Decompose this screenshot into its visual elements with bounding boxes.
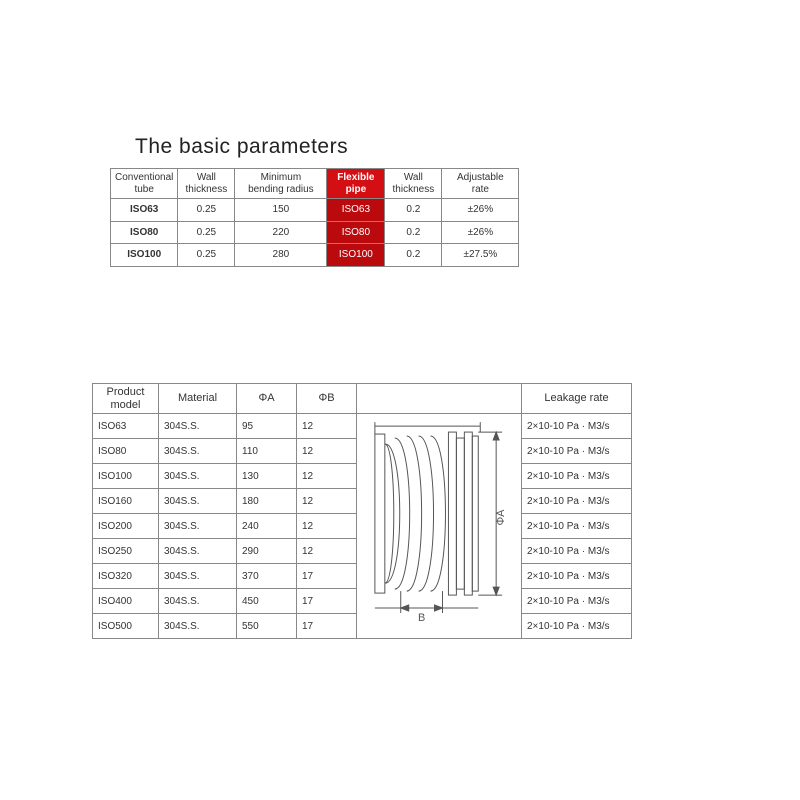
table1-cell: ±26% (442, 221, 519, 244)
table2-header-cell: ΦA (237, 384, 297, 414)
diagram-label-a: ΦA (495, 509, 507, 526)
parameters-table: ConventionaltubeWallthicknessMinimumbend… (110, 168, 519, 267)
table2-cell: 180 (237, 489, 297, 514)
bellows-diagram: ΦA B (357, 414, 521, 638)
table1-cell: 0.25 (178, 199, 235, 222)
table2-cell: ISO500 (93, 614, 159, 639)
table1-cell: ISO100 (327, 244, 385, 267)
table1-header-cell: Flexiblepipe (327, 169, 385, 199)
table1-cell: 220 (235, 221, 327, 244)
table2-cell: 17 (297, 614, 357, 639)
table2-cell: ISO320 (93, 564, 159, 589)
table2-cell: 2×10-10 Pa · M3/s (522, 489, 632, 514)
table2-header-cell: Leakage rate (522, 384, 632, 414)
table1-cell: 0.25 (178, 244, 235, 267)
table1-cell: ISO63 (327, 199, 385, 222)
table2-header-row: ProductmodelMaterialΦAΦB Leakage rate (93, 384, 632, 414)
table2-cell: 450 (237, 589, 297, 614)
table1-cell: 150 (235, 199, 327, 222)
table2-cell: 12 (297, 464, 357, 489)
table2-cell: 130 (237, 464, 297, 489)
table2-cell: 2×10-10 Pa · M3/s (522, 539, 632, 564)
table2-cell: 17 (297, 564, 357, 589)
table2-cell: 370 (237, 564, 297, 589)
table-row: ISO63304S.S.9512 (93, 414, 632, 439)
table-row: ISO1000.25280ISO1000.2±27.5% (111, 244, 519, 267)
table2-cell: ISO400 (93, 589, 159, 614)
table2-header-cell (357, 384, 522, 414)
table2-cell: ISO100 (93, 464, 159, 489)
table1-header-cell: Adjustablerate (442, 169, 519, 199)
table2-cell: 12 (297, 439, 357, 464)
products-table: ProductmodelMaterialΦAΦBLeakage rate ISO… (92, 383, 632, 639)
table2-cell: 290 (237, 539, 297, 564)
table2-cell: 304S.S. (159, 589, 237, 614)
table2-cell: 17 (297, 589, 357, 614)
table1-cell: ±27.5% (442, 244, 519, 267)
table2-cell: 304S.S. (159, 614, 237, 639)
table1-cell: 0.25 (178, 221, 235, 244)
table2-cell: 304S.S. (159, 439, 237, 464)
table-row: ISO630.25150ISO630.2±26% (111, 199, 519, 222)
table2-cell: ISO200 (93, 514, 159, 539)
table2-cell: 240 (237, 514, 297, 539)
table2-cell: 2×10-10 Pa · M3/s (522, 464, 632, 489)
table2-cell: ISO160 (93, 489, 159, 514)
table1-header-row: ConventionaltubeWallthicknessMinimumbend… (111, 169, 519, 199)
page-title: The basic parameters (135, 135, 348, 159)
table2-cell: 2×10-10 Pa · M3/s (522, 439, 632, 464)
table2-cell: 2×10-10 Pa · M3/s (522, 614, 632, 639)
table2-cell: 304S.S. (159, 464, 237, 489)
table1-header-cell: Conventionaltube (111, 169, 178, 199)
table2-header-cell: Productmodel (93, 384, 159, 414)
table1-cell: 0.2 (385, 244, 442, 267)
table2-cell: 2×10-10 Pa · M3/s (522, 414, 632, 439)
table-row: ISO800.25220ISO800.2±26% (111, 221, 519, 244)
table1-cell: 280 (235, 244, 327, 267)
table2-cell: 2×10-10 Pa · M3/s (522, 589, 632, 614)
diagram-cell: ΦA B (357, 414, 522, 639)
table1-cell: ISO63 (111, 199, 178, 222)
table1-cell: ISO100 (111, 244, 178, 267)
table2-cell: 12 (297, 539, 357, 564)
diagram-label-b: B (418, 612, 425, 624)
table1-header-cell: Minimumbending radius (235, 169, 327, 199)
table2-cell: 304S.S. (159, 489, 237, 514)
table2-cell: 304S.S. (159, 414, 237, 439)
table2-cell: 304S.S. (159, 514, 237, 539)
table2-header-cell: ΦB (297, 384, 357, 414)
table2-cell: 12 (297, 489, 357, 514)
table2-cell: 12 (297, 414, 357, 439)
table2-cell: ISO250 (93, 539, 159, 564)
table2-cell: ISO63 (93, 414, 159, 439)
table1-cell: 0.2 (385, 221, 442, 244)
table2-cell: 110 (237, 439, 297, 464)
table1-cell: ±26% (442, 199, 519, 222)
table1-header-cell: Wallthickness (178, 169, 235, 199)
table2-header-cell: Material (159, 384, 237, 414)
table1-header-cell: Wallthickness (385, 169, 442, 199)
table1-cell: 0.2 (385, 199, 442, 222)
table2-cell: 95 (237, 414, 297, 439)
table2-cell: 304S.S. (159, 564, 237, 589)
table2-cell: ISO80 (93, 439, 159, 464)
table1-cell: ISO80 (111, 221, 178, 244)
table2-cell: 12 (297, 514, 357, 539)
table2-cell: 304S.S. (159, 539, 237, 564)
table2-cell: 550 (237, 614, 297, 639)
table2-cell: 2×10-10 Pa · M3/s (522, 564, 632, 589)
table1-cell: ISO80 (327, 221, 385, 244)
table2-cell: 2×10-10 Pa · M3/s (522, 514, 632, 539)
